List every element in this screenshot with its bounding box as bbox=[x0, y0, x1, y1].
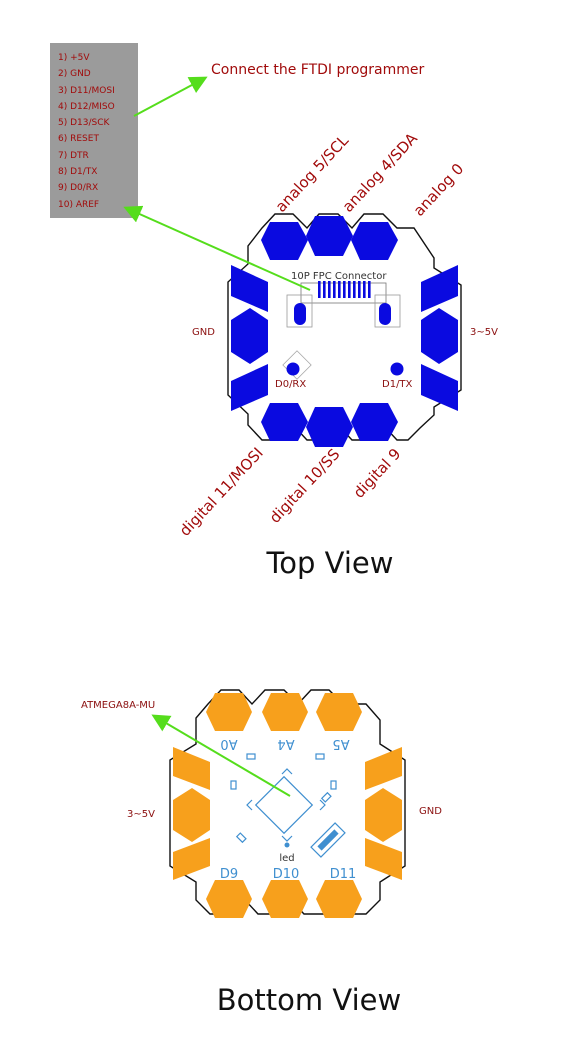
top-pads bbox=[231, 216, 458, 447]
ftdi-arrow bbox=[133, 76, 208, 117]
digital-10-label: digital 10/SS bbox=[266, 445, 344, 526]
atmega-callout: ATMEGA8A-MU bbox=[81, 700, 155, 711]
crystal-outline bbox=[310, 822, 346, 858]
led-label: led bbox=[279, 853, 294, 864]
bottom-pads bbox=[173, 693, 402, 918]
pad-vcc-1 bbox=[421, 265, 458, 312]
pad-digital-11 bbox=[261, 403, 308, 441]
pad-d11 bbox=[316, 880, 362, 918]
pad-a5-label: A5 bbox=[332, 736, 349, 751]
pad-a0 bbox=[206, 693, 252, 731]
pad-left-3 bbox=[173, 838, 210, 880]
pad-left-2 bbox=[173, 788, 210, 842]
bottom-silkscreen bbox=[230, 753, 346, 858]
top-view-board: 10P FPC Connector D0/RX D1/TX GND 3~5V a… bbox=[176, 129, 498, 540]
top-board-outline bbox=[227, 213, 462, 441]
bottom-view-title: Bottom View bbox=[217, 983, 401, 1017]
pin-item: 10) AREF bbox=[58, 199, 100, 210]
d1-label: D1/TX bbox=[382, 379, 413, 390]
mcu-chip-outline bbox=[254, 775, 314, 835]
fpc-pins bbox=[318, 281, 371, 298]
pin-item: 8) D1/TX bbox=[58, 167, 98, 178]
pad-a4-label: A4 bbox=[277, 736, 294, 751]
led-dot bbox=[284, 842, 290, 848]
aref-arrow bbox=[123, 205, 311, 291]
pad-d10-label: D10 bbox=[273, 867, 300, 882]
pin-list: 1) +5V 2) GND 3) D11/MOSI 4) D12/MISO 5)… bbox=[50, 43, 138, 213]
top-vcc-label: 3~5V bbox=[470, 327, 498, 338]
pad-d9-label: D9 bbox=[220, 867, 238, 882]
fpc-connector bbox=[286, 281, 401, 328]
pin-item: 6) RESET bbox=[58, 134, 99, 145]
pad-d11-label: D11 bbox=[330, 867, 357, 882]
ftdi-callout: Connect the FTDI programmer bbox=[211, 62, 424, 78]
pad-right-1 bbox=[365, 747, 402, 790]
bottom-vcc-label: 3~5V bbox=[127, 809, 155, 820]
pad-analog-0 bbox=[351, 222, 398, 260]
top-gnd-label: GND bbox=[192, 327, 215, 338]
pin-list-box: 1) +5V 2) GND 3) D11/MOSI 4) D12/MISO 5)… bbox=[50, 43, 138, 218]
bottom-view-board: A0 A4 A5 D9 D10 D11 led 3~5V GND bbox=[127, 689, 442, 918]
pad-a4 bbox=[262, 693, 308, 731]
pad-digital-9 bbox=[351, 403, 398, 441]
pad-analog-5 bbox=[261, 222, 308, 260]
pad-d0 bbox=[286, 362, 300, 376]
digital-9-label: digital 9 bbox=[350, 445, 405, 502]
bottom-gnd-label: GND bbox=[419, 806, 442, 817]
pad-d1 bbox=[390, 362, 404, 376]
d0-label: D0/RX bbox=[275, 379, 306, 390]
pin-item: 9) D0/RX bbox=[58, 183, 99, 194]
pad-analog-4 bbox=[306, 216, 353, 256]
top-view-title: Top View bbox=[266, 546, 394, 580]
pad-gnd-2 bbox=[231, 308, 268, 364]
pad-digital-10 bbox=[306, 407, 353, 447]
analog-0-label: analog 0 bbox=[410, 160, 468, 220]
pad-vcc-3 bbox=[421, 364, 458, 411]
digital-11-label: digital 11/MOSI bbox=[176, 444, 267, 540]
pad-left-1 bbox=[173, 747, 210, 790]
analog-4-label: analog 4/SDA bbox=[339, 129, 422, 216]
pin-item: 7) DTR bbox=[58, 150, 89, 161]
pad-d9 bbox=[206, 880, 252, 918]
pin-item: 1) +5V bbox=[58, 53, 90, 63]
pin-item: 5) D13/SCK bbox=[58, 118, 110, 129]
pad-gnd-3 bbox=[231, 364, 268, 411]
pad-right-3 bbox=[365, 838, 402, 880]
pad-a5 bbox=[316, 693, 362, 731]
fpc-connector-label: 10P FPC Connector bbox=[291, 271, 387, 282]
pin-item: 2) GND bbox=[58, 69, 91, 80]
pad-right-2 bbox=[365, 788, 402, 842]
pin-item: 4) D12/MISO bbox=[58, 101, 115, 112]
pad-d10 bbox=[262, 880, 308, 918]
pad-a0-label: A0 bbox=[220, 736, 237, 751]
pad-vcc-2 bbox=[421, 308, 458, 364]
pad-gnd-1 bbox=[231, 265, 268, 312]
pin-item: 3) D11/MOSI bbox=[58, 85, 115, 96]
atmega-arrow bbox=[151, 714, 291, 797]
